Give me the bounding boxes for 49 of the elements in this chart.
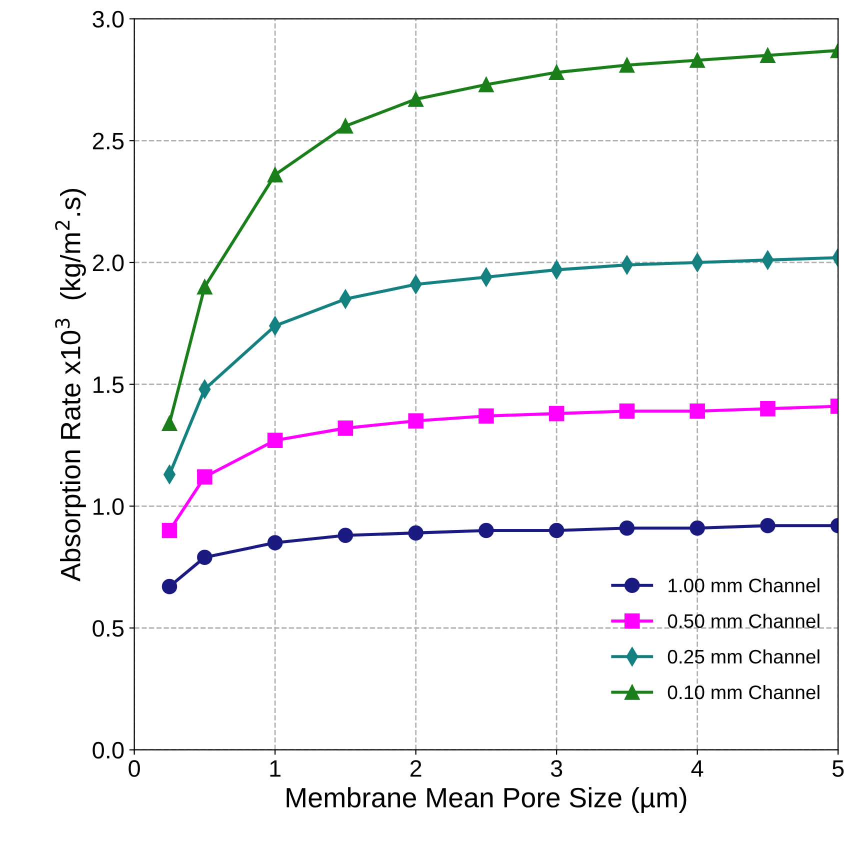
point xyxy=(619,57,635,73)
y-tick-label: 1.5 xyxy=(94,376,124,394)
point xyxy=(478,76,494,92)
y-tick-label: 1.0 xyxy=(94,498,124,515)
point xyxy=(478,408,494,424)
point xyxy=(690,520,705,536)
y-tick-label: 0.0 xyxy=(92,742,124,759)
point xyxy=(619,403,635,419)
point xyxy=(760,48,776,63)
legend-label: 0.10 mm Channel xyxy=(668,684,820,700)
y-tick-label: 0.5 xyxy=(92,620,124,637)
point xyxy=(338,528,354,544)
point xyxy=(197,550,212,565)
point xyxy=(162,578,178,594)
point xyxy=(690,403,705,419)
y-tick-label: 2.0 xyxy=(92,254,124,272)
point xyxy=(162,522,178,538)
point xyxy=(338,118,354,134)
x-tick-label: 1 xyxy=(270,760,280,777)
legend-label: 0.25 mm Channel xyxy=(668,649,820,664)
x-axis-title: Membrane Mean Pore Size (µm) xyxy=(286,787,686,814)
point xyxy=(162,416,178,431)
point xyxy=(408,92,424,107)
y-tick-label: 2.5 xyxy=(92,132,124,150)
point xyxy=(690,52,705,68)
point xyxy=(197,279,212,294)
legend-label: 1.00 mm Channel xyxy=(668,578,820,592)
point xyxy=(760,518,776,534)
point xyxy=(548,522,564,538)
x-tick-label: 4 xyxy=(691,760,704,777)
legend-label: 0.50 mm Channel xyxy=(668,614,820,628)
y-tick-label: 3.0 xyxy=(92,10,124,28)
point xyxy=(267,535,283,550)
y-axis-title: Absorption Rate x10$^{3}$ (kg/m$^{2}$.s) xyxy=(55,189,86,582)
point xyxy=(760,401,776,416)
point xyxy=(548,406,564,422)
x-tick-label: 2 xyxy=(410,760,422,777)
x-tick-label: 0 xyxy=(128,760,140,777)
point xyxy=(478,522,494,538)
point xyxy=(267,167,283,182)
point xyxy=(548,64,564,80)
x-tick-label: 5 xyxy=(832,760,844,777)
point xyxy=(267,432,283,448)
x-tick-label: 3 xyxy=(550,760,562,777)
point xyxy=(197,469,212,485)
point xyxy=(619,520,635,536)
point xyxy=(338,420,354,436)
point xyxy=(408,525,424,541)
point xyxy=(408,413,424,429)
